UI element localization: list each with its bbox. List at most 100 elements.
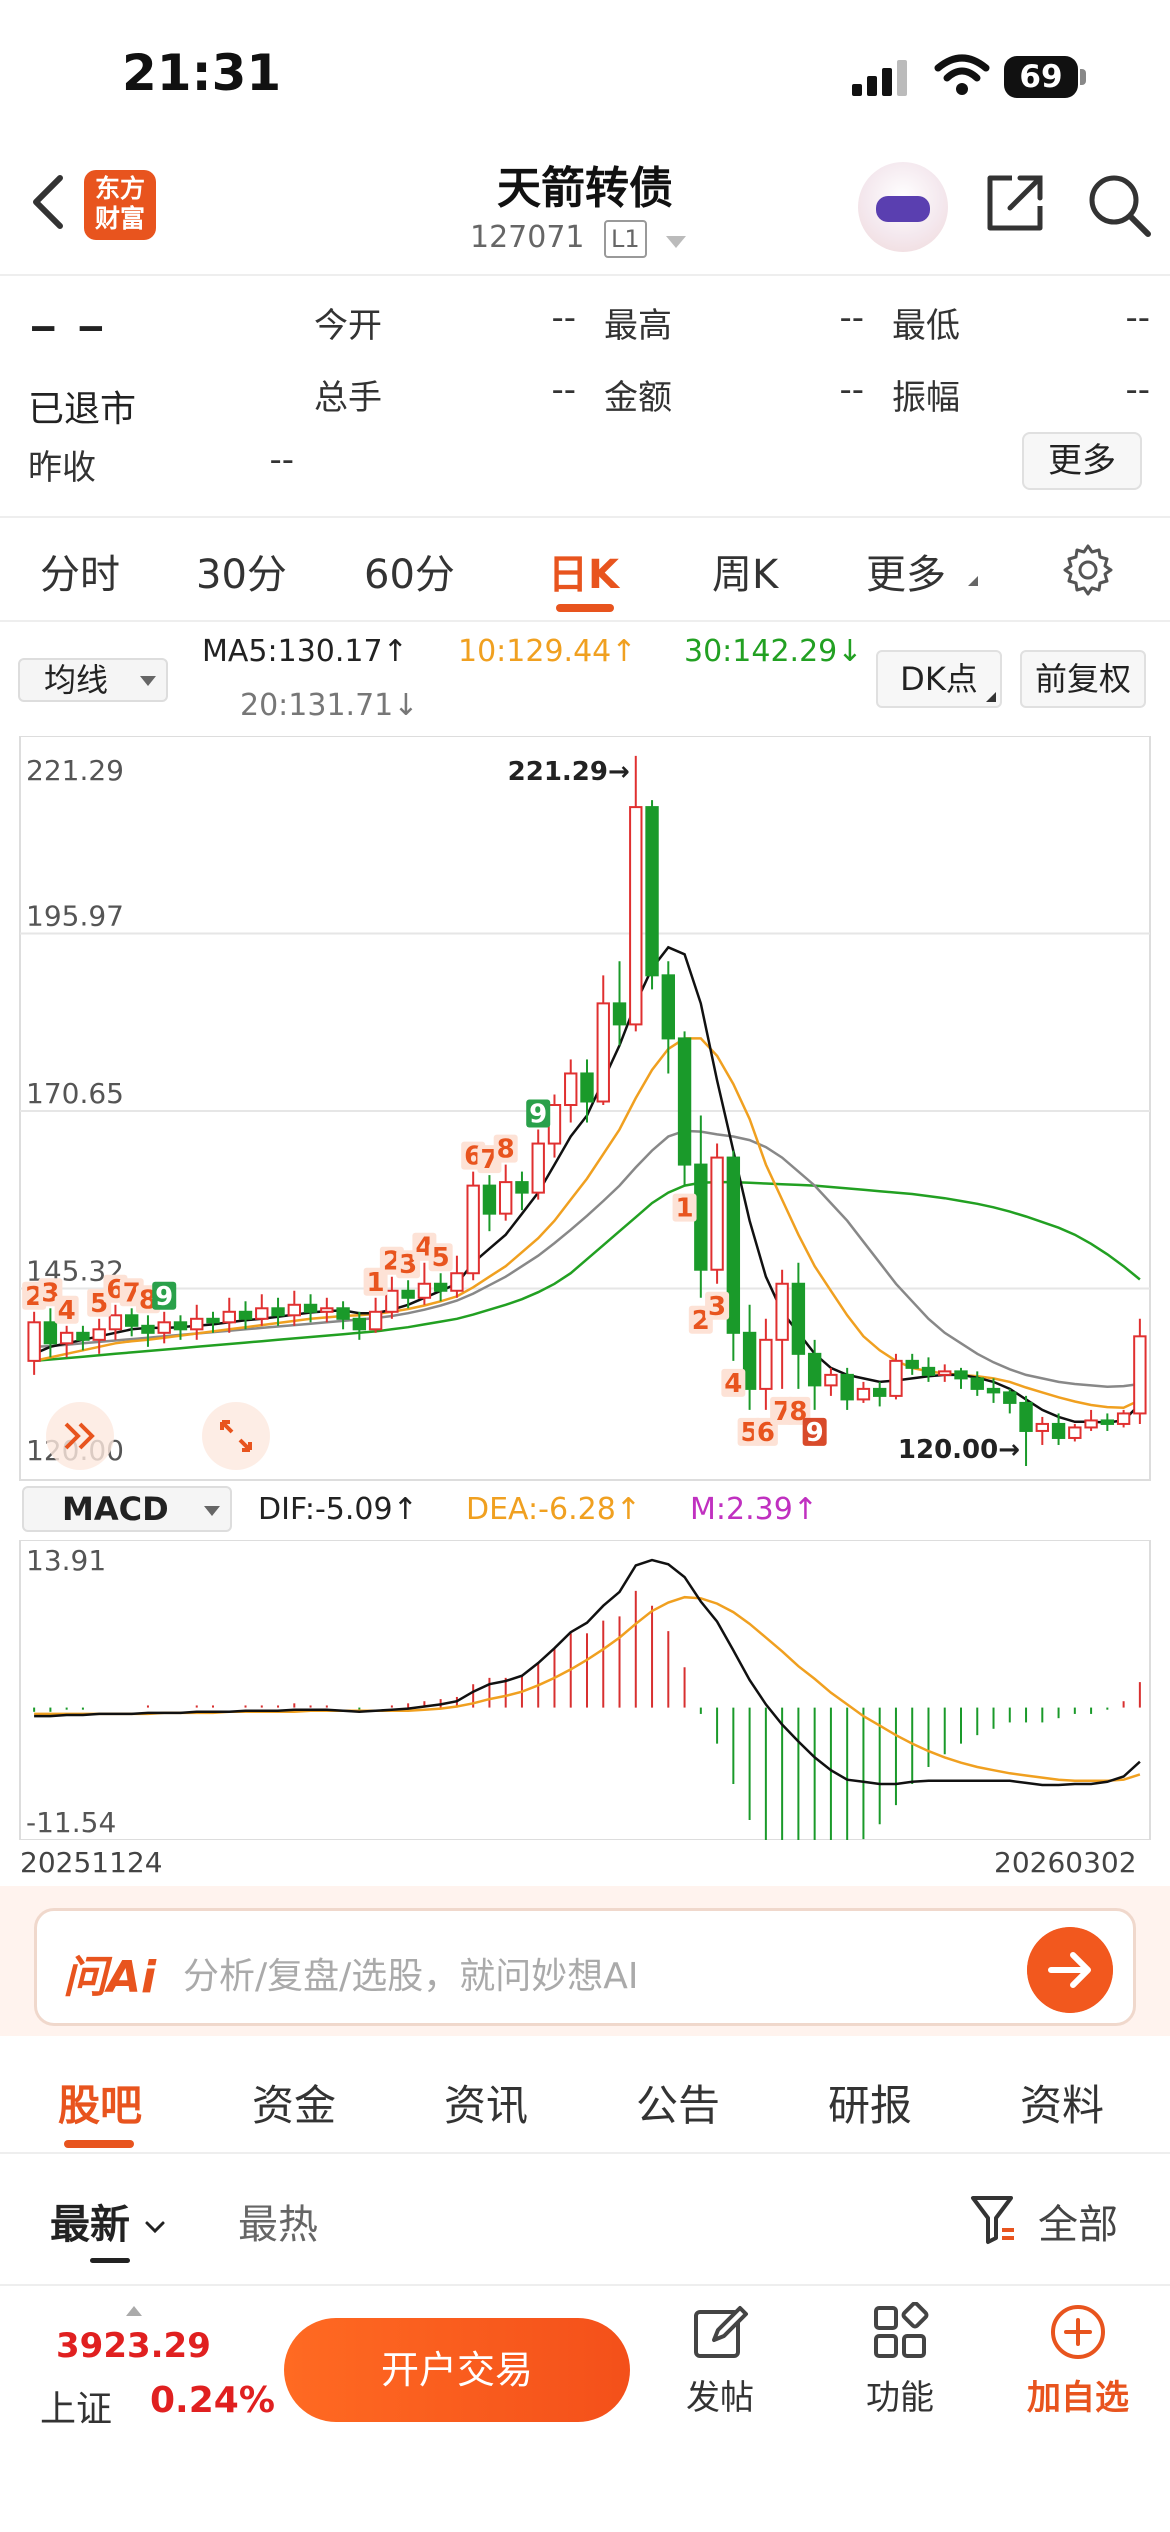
back-icon[interactable] [24,172,74,232]
candle-body [677,1037,692,1166]
candle-body [320,1307,334,1313]
signal-marker-label: 3 [708,1292,726,1322]
candle-body [759,1338,773,1390]
macd-chart[interactable]: 13.91 -11.54 [0,1540,1170,1840]
amount-label: 金额 [604,378,672,418]
candle-body [970,1377,984,1390]
filter-icon[interactable] [970,2194,1016,2246]
candle-body [710,1156,724,1271]
signal-marker-bg [753,1417,778,1446]
signal-marker-label: 9 [155,1282,173,1312]
tab-60min[interactable]: 60分 [364,552,455,598]
forward-adjust-button[interactable]: 前复权 [1020,650,1146,708]
min-price-label: 120.00→ [898,1435,1020,1465]
candle-body [1084,1419,1098,1429]
tab-guba[interactable]: 股吧 [58,2081,143,2130]
index-value[interactable]: 3923.29 [56,2326,211,2366]
candle-body [742,1331,757,1390]
ai-input-placeholder[interactable]: 分析/复盘/选股，就问妙想AI [183,1956,639,1997]
prev-close-value: -- [269,440,294,480]
macd-dea-value: DEA:-6.28↑ [466,1492,641,1527]
start-date-label: 20251124 [20,1846,163,1879]
candle-body [938,1370,952,1376]
chart-frame [19,736,1151,1481]
low-label: 最低 [892,306,960,346]
search-icon[interactable] [1086,172,1152,238]
tab-intraday[interactable]: 分时 [40,552,120,598]
candle-body [385,1289,399,1313]
high-value: -- [839,298,864,338]
ai-search-box[interactable]: 问Ai 分析/复盘/选股，就问妙想AI [34,1908,1136,2026]
tab-news[interactable]: 资讯 [444,2081,529,2130]
signal-marker-label: 4 [724,1369,742,1399]
signal-marker-bg [786,1396,811,1425]
grid-functions-icon [874,2302,929,2358]
tab-funds[interactable]: 资金 [252,2081,337,2130]
amplitude-label: 振幅 [892,378,960,418]
more-caret-icon [968,576,978,586]
signal-marker-bg [493,1134,518,1163]
functions-button[interactable]: 功能 [840,2302,960,2419]
sort-hot[interactable]: 最热 [238,2202,318,2248]
macd-frame [19,1540,1151,1840]
candle-body [287,1303,301,1317]
sort-indicator [90,2258,130,2263]
candle-body [173,1321,188,1331]
candle-body [368,1310,383,1331]
dk-points-button[interactable]: DK点 [876,650,1002,708]
candle-body [547,1104,562,1145]
candle-body [921,1366,936,1376]
candle-body [76,1331,90,1341]
tab-30min[interactable]: 30分 [196,552,287,598]
index-name[interactable]: 上证 [40,2389,113,2430]
candle-body [92,1328,106,1341]
candle-body [531,1142,545,1194]
sort-latest[interactable]: 最新 [50,2192,166,2250]
code-dropdown-icon[interactable] [666,236,686,248]
bond-code: 127071 [470,220,585,255]
candle-body [824,1373,838,1387]
active-tab-indicator [556,604,614,612]
sort-row: 最新 最热 全部 [0,2158,1170,2276]
tab-profile[interactable]: 资料 [1020,2081,1105,2130]
post-button[interactable]: 发帖 [660,2302,780,2419]
add-watchlist-button[interactable]: 加自选 [1018,2302,1138,2419]
share-icon[interactable] [982,170,1048,236]
signal-marker-label: 8 [497,1135,515,1165]
candle-body [190,1317,204,1331]
tab-weekly-k[interactable]: 周K [712,552,779,598]
amplitude-value: -- [1125,370,1150,410]
candle-body [255,1307,269,1320]
sort-latest-label: 最新 [50,2202,130,2248]
tab-research[interactable]: 研报 [828,2081,913,2130]
tab-announcements[interactable]: 公告 [636,2081,721,2130]
eastmoney-logo[interactable]: 东方 财富 [84,170,156,240]
signal-marker-label: 8 [789,1397,807,1427]
battery-icon: 69 [1004,56,1086,98]
tab-daily-k[interactable]: 日K [548,552,619,598]
signal-marker-bg [526,1099,551,1128]
open-account-trade-button[interactable]: 开户交易 [284,2318,630,2422]
macd-selector[interactable]: MACD [22,1486,232,1532]
kline-chart[interactable]: 221.29195.97170.65145.32120.002345678912… [0,736,1170,1482]
macd-indicator-row: MACD DIF:-5.09↑ DEA:-6.28↑ M:2.39↑ [0,1486,1170,1536]
candle-body [661,974,675,1040]
candle-body [1100,1419,1115,1425]
candle-body [791,1282,806,1355]
candle-body [271,1307,285,1317]
arrow-right-icon[interactable] [1027,1927,1113,2013]
current-price: ‒ ‒ [30,304,109,348]
candle-body [807,1352,822,1387]
settings-gear-icon[interactable] [1058,540,1118,600]
y-tick-label: 170.65 [26,1077,124,1110]
filter-all[interactable]: 全部 [1038,2202,1118,2248]
candle-body [645,806,659,977]
battery-level: 69 [1004,56,1078,98]
index-change[interactable]: 0.24% [150,2380,275,2421]
robot-avatar-icon[interactable] [858,162,948,252]
more-quote-button[interactable]: 更多 [1022,432,1142,490]
ma-selector[interactable]: 均线 [18,658,168,702]
candle-body [125,1314,139,1327]
signal-marker-label: 4 [58,1296,76,1326]
tab-more-periods[interactable]: 更多 [866,552,946,598]
